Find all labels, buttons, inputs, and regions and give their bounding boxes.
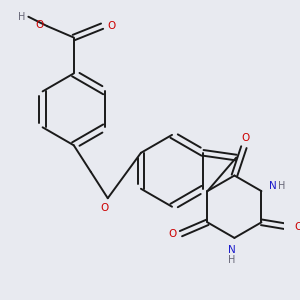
Text: O: O: [101, 203, 109, 213]
Text: O: O: [35, 20, 44, 30]
Text: N: N: [228, 245, 236, 256]
Text: H: H: [18, 12, 26, 22]
Text: O: O: [242, 134, 250, 143]
Text: O: O: [168, 229, 176, 239]
Text: N: N: [269, 182, 277, 191]
Text: H: H: [228, 255, 235, 265]
Text: H: H: [278, 182, 286, 191]
Text: O: O: [108, 21, 116, 31]
Text: O: O: [295, 222, 300, 232]
